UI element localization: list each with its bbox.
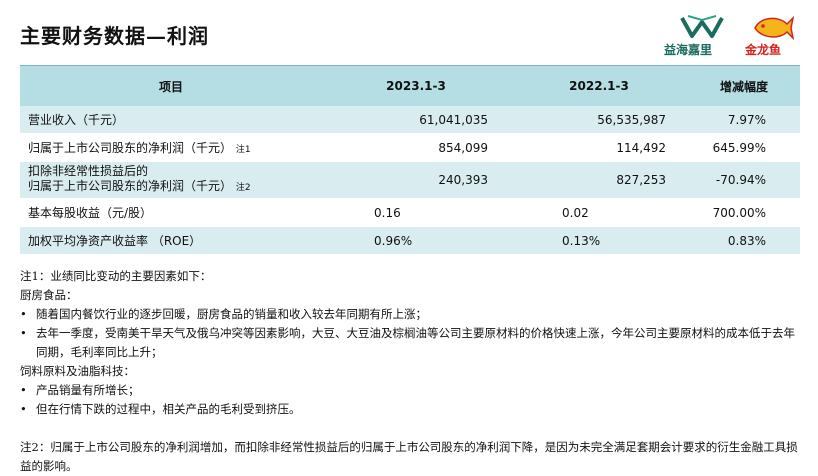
table-row: 扣除非经常性损益后的 归属于上市公司股东的净利润（千元） 注2 240,393 … [20,161,800,198]
table-header-row: 项目 2023.1-3 2022.1-3 增减幅度 [20,65,800,106]
kitchen-title: 厨房食品： [20,288,78,302]
table-row: 归属于上市公司股东的净利润（千元） 注1 854,099 114,492 645… [20,133,800,161]
value-change: -70.94% [715,173,766,187]
bullet-icon: • [20,326,27,340]
value-2022: 827,253 [616,173,666,187]
value-change: 700.00% [712,205,766,220]
list-item: • 产品销量有所增长； [20,381,800,400]
value-2022: 0.13% [562,233,601,248]
value-2023: 61,041,035 [419,112,488,127]
value-change: 0.83% [727,233,766,248]
header-2023q1: 2023.1-3 [386,79,446,93]
row-label-cell: 归属于上市公司股东的净利润（千元） 注1 [20,139,322,156]
table-row: 加权平均净资产收益率 （ROE） 0.96% 0.13% 0.83% [20,226,800,254]
header-item: 项目 [158,79,183,94]
row-label-cell: 扣除非经常性损益后的 归属于上市公司股东的净利润（千元） 注2 [20,164,322,196]
bullet-text: 但在行情下跌的过程中，相关产品的毛利受到挤压。 [36,402,301,416]
list-item: • 去年一季度，受南美干旱天气及俄乌冲突等因素影响，大豆、大豆油及棕榈油等公司主… [20,324,800,362]
note-ref: 注1 [235,145,251,155]
list-item: • 随着国内餐饮行业的逐步回暖，厨房食品的销量和收入较去年同期有所上涨； [20,305,800,324]
golden-fish-icon [754,15,795,40]
header-change: 增减幅度 [719,79,768,94]
value-2023: 0.16 [374,205,401,220]
page-title: 主要财务数据—利润 [20,24,209,48]
row-label-line2: 归属于上市公司股东的净利润（千元） [28,179,233,193]
bullet-icon: • [20,383,27,397]
yihai-kerry-emblem-icon [680,15,724,38]
value-2023: 240,393 [438,173,488,187]
bullet-text: 随着国内餐饮行业的逐步回暖，厨房食品的销量和收入较去年同期有所上涨； [36,307,427,321]
list-item: • 但在行情下跌的过程中，相关产品的毛利受到挤压。 [20,400,800,419]
header-2022q1: 2022.1-3 [569,79,629,93]
note1-title: 注1：业绩同比变动的主要因素如下： [20,269,212,283]
bullet-icon: • [20,402,27,416]
note2: 注2：归属于上市公司股东的净利润增加，而扣除非经常性损益后的归属于上市公司股东的… [20,440,798,473]
value-2023: 0.96% [374,233,413,248]
row-label: 基本每股收益（元/股） [28,206,153,220]
yihai-kerry-logo-text: 益海嘉里 [664,43,713,57]
note-ref: 注2 [235,183,251,193]
value-2022: 56,535,987 [597,112,666,127]
row-label: 归属于上市公司股东的净利润（千元） [28,141,233,155]
bullet-text: 产品销量有所增长； [36,383,140,397]
arawana-logo-text: 金龙鱼 [745,43,782,57]
row-label: 加权平均净资产收益率 （ROE） [28,234,202,248]
yihai-kerry-logo: 益海嘉里 [658,14,742,58]
value-2022: 114,492 [616,140,666,155]
profit-table: 项目 2023.1-3 2022.1-3 增减幅度 营业收入（千元） 61,04… [20,65,800,254]
notes-section: 注1：业绩同比变动的主要因素如下： 厨房食品： • 随着国内餐饮行业的逐步回暖，… [20,267,800,476]
row-label-line1: 扣除非经常性损益后的 [28,164,149,178]
value-2023: 854,099 [438,140,488,155]
value-change: 645.99% [712,140,766,155]
feed-title: 饲料原料及油脂科技： [20,364,135,378]
row-label: 营业收入（千元） [28,113,125,127]
table-row: 营业收入（千元） 61,041,035 56,535,987 7.97% [20,106,800,133]
table-row: 基本每股收益（元/股） 0.16 0.02 700.00% [20,198,800,226]
value-2022: 0.02 [562,205,589,220]
value-change: 7.97% [727,112,766,127]
arawana-logo: 金龙鱼 [745,14,803,58]
bullet-icon: • [20,307,27,321]
bullet-text: 去年一季度，受南美干旱天气及俄乌冲突等因素影响，大豆、大豆油及棕榈油等公司主要原… [36,326,795,359]
